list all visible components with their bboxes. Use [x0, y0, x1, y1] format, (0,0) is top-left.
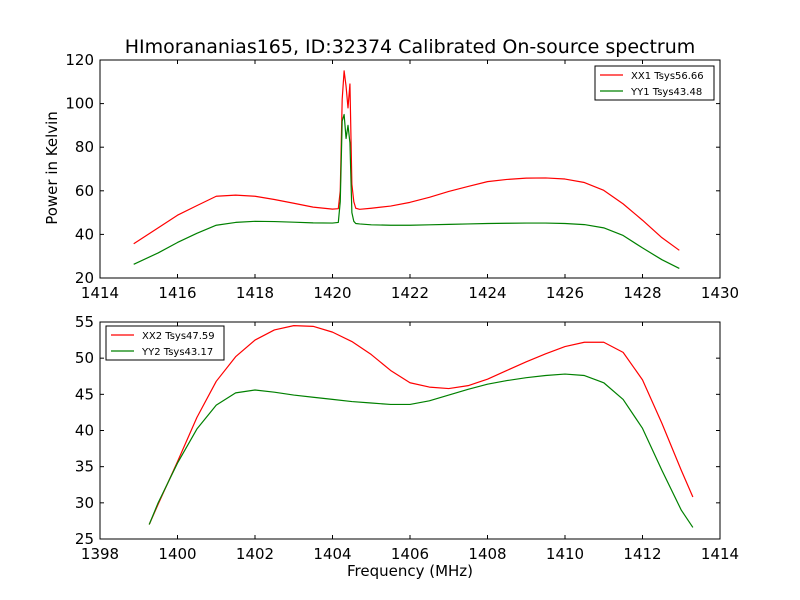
y-tick-label: 25	[75, 530, 94, 548]
y-tick-label: 30	[75, 494, 94, 512]
x-tick-label: 1412	[623, 545, 661, 563]
x-tick-label: 1404	[313, 545, 351, 563]
x-tick-label: 1430	[701, 284, 739, 302]
legend-box	[105, 325, 225, 361]
x-axis-label: Frequency (MHz)	[347, 562, 473, 580]
y-tick-label: 55	[75, 313, 94, 331]
y-axis-label: Power in Kelvin	[43, 111, 61, 225]
legend-label: YY1 Tsys43.48	[630, 87, 702, 98]
y-tick-label: 60	[75, 182, 94, 200]
series-line-xx	[133, 70, 680, 251]
x-tick-label: 1420	[313, 284, 351, 302]
y-tick-label: 40	[75, 225, 94, 243]
legend-label: XX1 Tsys56.66	[631, 71, 704, 82]
y-tick-label: 80	[75, 138, 94, 156]
y-tick-label: 100	[65, 95, 94, 113]
y-tick-label: 50	[75, 349, 94, 367]
x-tick-label: 1414	[701, 545, 739, 563]
x-tick-label: 1408	[468, 545, 506, 563]
x-tick-label: 1402	[236, 545, 274, 563]
y-tick-label: 45	[75, 385, 94, 403]
x-tick-label: 1422	[391, 284, 429, 302]
x-tick-label: 1428	[623, 284, 661, 302]
legend: XX1 Tsys56.66 YY1 Tsys43.48	[594, 65, 715, 101]
y-tick-label: 120	[65, 51, 94, 69]
x-tick-label: 1400	[158, 545, 196, 563]
y-tick-label: 40	[75, 422, 94, 440]
x-tick-label: 1426	[546, 284, 584, 302]
y-tick-label: 35	[75, 458, 94, 476]
top-plot: 1414 1416 1418 1420 1422 1424 1426 1428 1430 20 40…	[65, 51, 739, 302]
figure-title: HImorananias165, ID:32374 Calibrated On-…	[125, 36, 696, 58]
series-line-yy	[133, 113, 680, 269]
x-tick-label: 1406	[391, 545, 429, 563]
x-tick-label: 1398	[81, 545, 119, 563]
series-line-xx	[148, 325, 694, 525]
legend-label: XX2 Tsys47.59	[142, 331, 215, 342]
x-tick-label: 1424	[468, 284, 506, 302]
y-tick-label: 20	[75, 269, 94, 287]
series-line-yy	[148, 373, 694, 528]
x-tick-label: 1416	[158, 284, 196, 302]
legend-label: YY2 Tsys43.17	[141, 347, 213, 358]
x-tick-label: 1414	[81, 284, 119, 302]
legend-box	[594, 65, 715, 101]
x-tick-label: 1418	[236, 284, 274, 302]
bottom-plot: 1398 1400 1402 1404 1406 1408 1410 1412 1414 25 30…	[75, 313, 739, 563]
legend: XX2 Tsys47.59 YY2 Tsys43.17	[105, 325, 225, 361]
x-tick-label: 1410	[546, 545, 584, 563]
